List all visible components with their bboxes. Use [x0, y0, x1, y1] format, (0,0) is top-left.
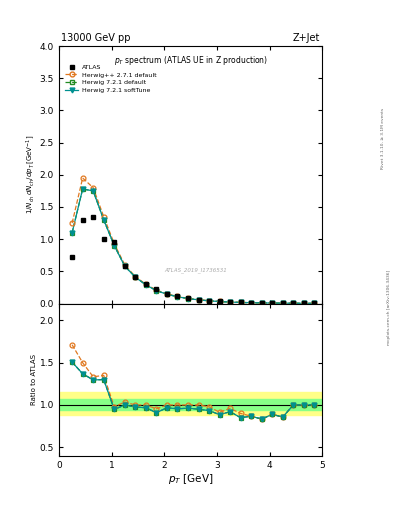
Y-axis label: Ratio to ATLAS: Ratio to ATLAS — [31, 354, 37, 405]
Text: $p_T$ spectrum (ATLAS UE in Z production): $p_T$ spectrum (ATLAS UE in Z production… — [114, 54, 268, 67]
X-axis label: $p_T$ [GeV]: $p_T$ [GeV] — [168, 472, 213, 486]
Text: mcplots.cern.ch [arXiv:1306.3436]: mcplots.cern.ch [arXiv:1306.3436] — [387, 270, 391, 345]
Text: 13000 GeV pp: 13000 GeV pp — [61, 33, 130, 44]
Text: ATLAS_2019_I1736531: ATLAS_2019_I1736531 — [165, 267, 227, 273]
Text: Z+Jet: Z+Jet — [293, 33, 320, 44]
Text: Rivet 3.1.10, ≥ 3.1M events: Rivet 3.1.10, ≥ 3.1M events — [381, 108, 385, 169]
Y-axis label: $1/N_\mathrm{ch}\,dN_\mathrm{ch}/dp_T\,[\mathrm{GeV}^{-1}]$: $1/N_\mathrm{ch}\,dN_\mathrm{ch}/dp_T\,[… — [24, 135, 37, 215]
Legend: ATLAS, Herwig++ 2.7.1 default, Herwig 7.2.1 default, Herwig 7.2.1 softTune: ATLAS, Herwig++ 2.7.1 default, Herwig 7.… — [62, 62, 159, 95]
